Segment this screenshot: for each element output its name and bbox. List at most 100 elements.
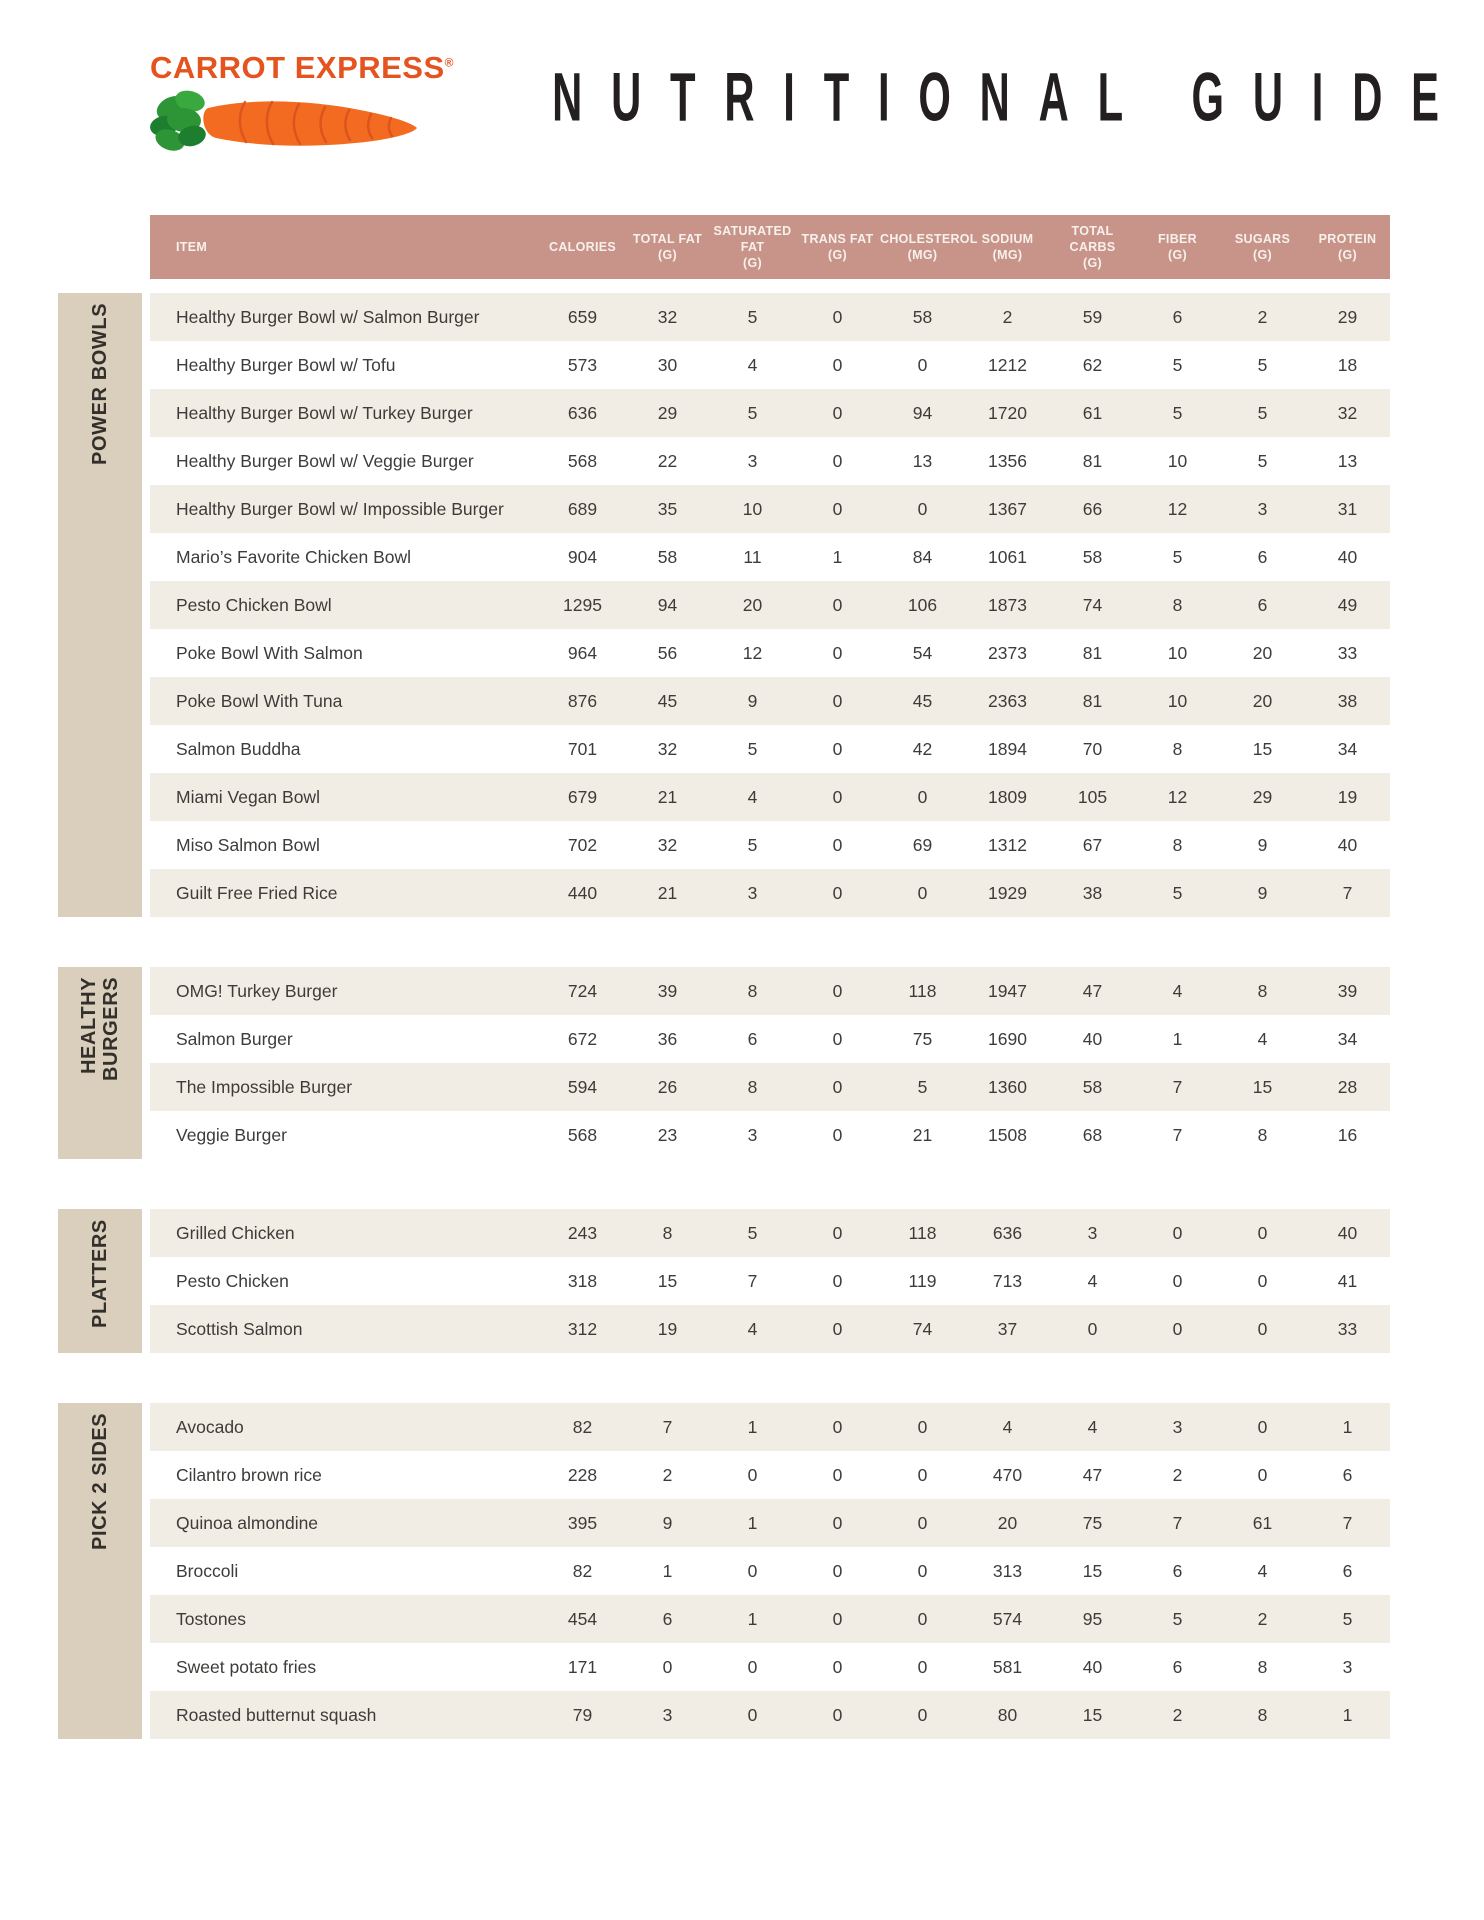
nutrition-value: 8 [1257,980,1268,1001]
table-row: Poke Bowl With Salmon 964 56 12 0 54 2373 81 10 2… [150,629,1390,677]
nutrition-value: 0 [832,1704,843,1725]
nutrition-value: 0 [917,1512,928,1533]
nutrition-value: 38 [1082,882,1103,903]
section-bar-power-bowls: POWER BOWLS [58,293,142,917]
column-header-unit: (MG) [992,248,1023,262]
section-label-line: HEALTHY [78,977,100,1075]
nutrition-value: 0 [1257,1416,1268,1437]
nutrition-value: 29 [657,402,678,423]
section-label: PLATTERS [89,1209,111,1353]
nutrition-value: 3 [1172,1416,1183,1437]
nutrition-value: 1929 [988,882,1027,903]
column-header-total-fat: TOTAL FAT (G) [625,231,710,264]
nutrition-value: 0 [832,642,843,663]
nutrition-value: 4 [1172,980,1183,1001]
nutrition-value: 69 [912,834,933,855]
nutrition-value: 689 [567,498,598,519]
nutrition-value: 0 [1172,1270,1183,1291]
nutrition-value: 11 [743,546,762,567]
column-header-calories: CALORIES [540,239,625,255]
nutrition-value: 0 [832,980,843,1001]
nutrition-value: 40 [1082,1028,1103,1049]
item-name: Guilt Free Fried Rice [176,882,338,903]
nutrition-value: 18 [1337,354,1358,375]
nutrition-value: 105 [1077,786,1108,807]
nutrition-value: 313 [992,1560,1023,1581]
nutrition-value: 1295 [563,594,602,615]
column-header-label: FIBER [1158,231,1197,246]
nutrition-value: 3 [1087,1222,1098,1243]
nutrition-value: 33 [1337,642,1358,663]
nutrition-value: 1212 [988,354,1027,375]
brand-name: CARROT EXPRESS® [150,50,454,86]
nutrition-value: 0 [832,1124,843,1145]
nutrition-value: 0 [917,354,928,375]
nutrition-value: 2373 [988,642,1027,663]
nutrition-value: 15 [1082,1704,1103,1725]
nutrition-value: 0 [917,1560,928,1581]
nutrition-value: 74 [912,1318,933,1339]
nutrition-value: 5 [917,1076,928,1097]
nutrition-value: 0 [832,1318,843,1339]
nutrition-value: 0 [917,882,928,903]
registered-mark: ® [444,55,455,70]
nutrition-value: 0 [832,306,843,327]
nutrition-value: 58 [1082,546,1103,567]
section-platters: PLATTERS Grilled Chicken 243 8 5 0 118 636 3 0 0 40… [58,1209,1390,1353]
item-name: Grilled Chicken [176,1222,295,1243]
table-header-row: ITEM CALORIES TOTAL FAT (G) SATURATED FAT (G)… [150,215,1390,279]
nutrition-value: 636 [567,402,598,423]
column-header-unit: (G) [1338,248,1357,262]
column-header-item: ITEM [150,239,540,255]
nutrition-value: 0 [832,498,843,519]
item-name: Salmon Burger [176,1028,293,1049]
column-header-sugars: SUGARS (G) [1220,231,1305,264]
nutrition-value: 0 [917,1656,928,1677]
table-row: The Impossible Burger 594 26 8 0 5 1360 58 7 15 28 [150,1063,1390,1111]
nutrition-value: 876 [567,690,598,711]
nutrition-value: 0 [747,1656,758,1677]
nutrition-value: 15 [1252,1076,1273,1097]
nutrition-value: 28 [1337,1076,1358,1097]
table-row: Mario’s Favorite Chicken Bowl 904 58 11 1 84 1… [150,533,1390,581]
table-row: OMG! Turkey Burger 724 39 8 0 118 1947 47 4 8 39 [150,967,1390,1015]
nutrition-value: 228 [567,1464,598,1485]
column-header-unit: (G) [828,248,847,262]
column-header-unit: (G) [743,256,762,271]
carrot-leaves [150,90,206,151]
nutrition-value: 8 [1257,1704,1268,1725]
nutrition-value: 15 [1082,1560,1103,1581]
nutrition-value: 10 [1167,642,1188,663]
item-name: Broccoli [176,1560,239,1581]
nutrition-value: 1356 [988,450,1027,471]
nutrition-value: 904 [567,546,598,567]
nutrition-value: 39 [657,980,678,1001]
table-row: Poke Bowl With Tuna 876 45 9 0 45 2363 81 10 20 38 [150,677,1390,725]
nutrition-value: 12 [1167,498,1188,519]
nutrition-value: 0 [832,1028,843,1049]
nutrition-value: 2 [1257,1608,1268,1629]
column-header-label: SUGARS [1234,231,1291,246]
column-header-unit: (G) [1168,248,1187,262]
nutrition-value: 243 [567,1222,598,1243]
table-row: Healthy Burger Bowl w/ Tofu 573 30 4 0 0 1212 6… [150,341,1390,389]
nutrition-value: 80 [997,1704,1018,1725]
nutrition-value: 9 [662,1512,673,1533]
nutrition-value: 22 [657,450,678,471]
nutrition-value: 5 [1172,1608,1183,1629]
nutrition-value: 454 [567,1608,598,1629]
nutrition-value: 82 [572,1416,593,1437]
column-header-label: TRANS FAT [801,231,874,246]
nutrition-value: 49 [1337,594,1358,615]
nutrition-value: 39 [1337,980,1358,1001]
nutrition-value: 702 [567,834,598,855]
table-row: Miami Vegan Bowl 679 21 4 0 0 1809 105 12 29 19 [150,773,1390,821]
nutrition-value: 32 [657,738,678,759]
nutrition-value: 5 [1342,1608,1353,1629]
table-row: Veggie Burger 568 23 3 0 21 1508 68 7 8 16 [150,1111,1390,1159]
nutrition-value: 6 [747,1028,758,1049]
nutrition-value: 713 [992,1270,1023,1291]
table-row: Tostones 454 6 1 0 0 574 95 5 2 5 [150,1595,1390,1643]
item-name: Quinoa almondine [176,1512,319,1533]
table-row: Salmon Burger 672 36 6 0 75 1690 40 1 4 34 [150,1015,1390,1063]
